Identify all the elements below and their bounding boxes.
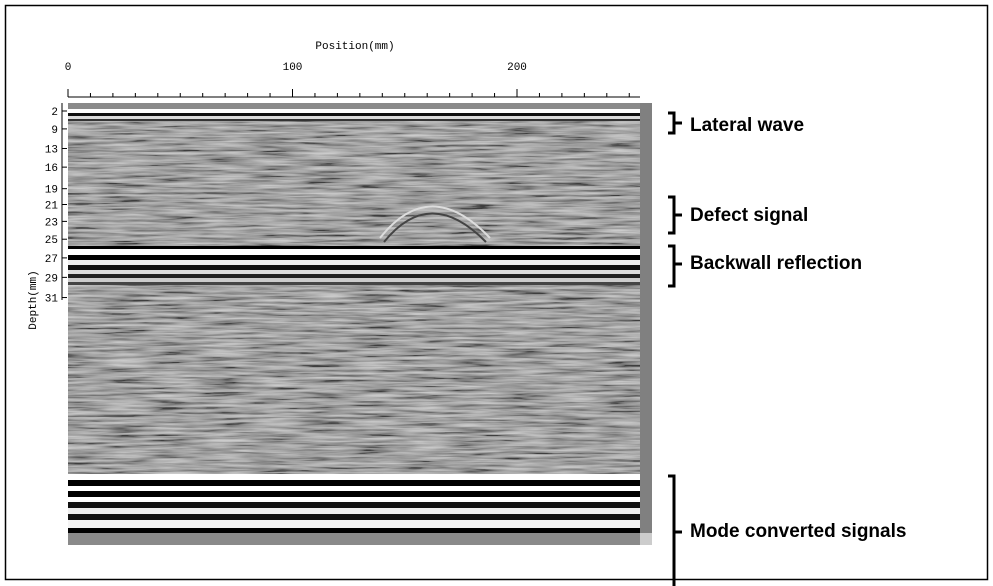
scan-image xyxy=(68,103,652,545)
y-tick-label: 13 xyxy=(45,145,58,157)
annotation: Mode converted signals xyxy=(690,521,906,542)
annotation: Defect signal xyxy=(690,205,808,226)
annotation: Backwall reflection xyxy=(690,253,862,274)
annotation: Lateral wave xyxy=(690,115,804,136)
x-tick-label: 100 xyxy=(283,62,303,74)
y-tick-label: 19 xyxy=(45,185,58,197)
y-tick-label: 29 xyxy=(45,273,58,285)
y-tick-label: 27 xyxy=(45,254,58,266)
y-axis-label: Depth(mm) xyxy=(28,270,40,329)
y-tick-label: 25 xyxy=(45,235,58,247)
x-axis-label: Position(mm) xyxy=(315,41,394,53)
y-tick-label: 2 xyxy=(51,107,58,119)
x-tick-label: 200 xyxy=(507,62,527,74)
y-tick-label: 16 xyxy=(45,163,58,175)
braces xyxy=(668,111,682,586)
y-tick-label: 9 xyxy=(51,125,58,137)
x-tick-label: 0 xyxy=(65,62,72,74)
y-tick-label: 23 xyxy=(45,217,58,229)
y-tick-label: 31 xyxy=(45,294,59,306)
y-tick-label: 21 xyxy=(45,201,59,213)
